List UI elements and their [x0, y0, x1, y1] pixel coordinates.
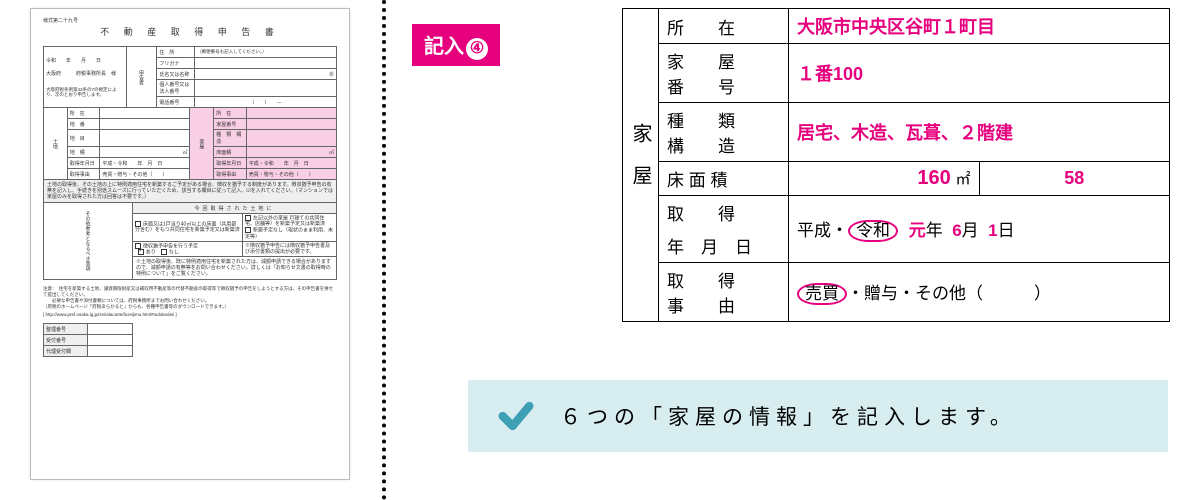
house-vertical-label: 家屋 [623, 9, 659, 322]
row-value-floor-sub: 58 [979, 162, 1170, 196]
instruction-callout: ６つの「家屋の情報」を記入します。 [468, 380, 1168, 452]
row-value-reason: 売買・贈与・その他（ ） [789, 263, 1170, 322]
divider [382, 0, 386, 500]
form-footnote: 注意： 住宅を新築する土地、譲渡期限財産又は補収用不動産等の代替不動産の取得等で… [43, 286, 337, 309]
row-value-number: １番100 [789, 44, 1170, 103]
applicant-block: 令和 年 月 日大阪府 府税事務所長 様大阪府税条例第42条の7の規定により、次… [43, 46, 337, 108]
row-label-reason: 取 得事 由 [659, 263, 789, 322]
row-label-address: 所 在 [659, 9, 789, 44]
step-badge: 記入④ [412, 24, 500, 66]
reason-selected: 売買 [797, 283, 847, 306]
row-value-address: 大阪市中央区谷町１町目 [789, 9, 1170, 44]
row-value-date: 平成・令和 元年 6月 1日 [789, 196, 1170, 263]
row-label-floor: 床 面 積 [659, 162, 789, 196]
badge-prefix: 記入 [424, 36, 464, 58]
form-code: 様式第二十九号 [43, 17, 78, 24]
era-selected: 令和 [848, 220, 898, 243]
stamp-block: 整理番号 受付番号 代理受付欄 [43, 323, 133, 357]
form-title: 不 動 産 取 得 申 告 書 [43, 25, 337, 38]
check-icon [496, 396, 536, 436]
property-block: 土地 所 在 家屋 所 在 地 番家屋番号 地 目種 類 構 造 地 積㎡床面積… [43, 107, 337, 180]
badge-number: ④ [466, 38, 488, 60]
notes-block: 土地の取得後、その土地の上に特例適用住宅を新築するご予定がある場合、徴収を猶予す… [43, 179, 337, 280]
house-table: 家屋 所 在 大阪市中央区谷町１町目 家 屋 番 号 １番100 種 類 構 造… [622, 8, 1170, 322]
row-label-number: 家 屋 番 号 [659, 44, 789, 103]
row-label-date-bot: 年 月 日 [659, 229, 789, 263]
row-label-kind: 種 類 構 造 [659, 103, 789, 162]
row-value-floor: 160 ㎡ [789, 162, 980, 196]
form-thumbnail: 様式第二十九号 不 動 産 取 得 申 告 書 令和 年 月 日大阪府 府税事務… [30, 8, 350, 480]
row-value-kind: 居宅、木造、瓦葺、２階建 [789, 103, 1170, 162]
form-url: [ http://www.pref.osaka.lg.jp/zei/alacar… [43, 312, 337, 317]
row-label-date-top: 取 得 [659, 196, 789, 230]
callout-text: ６つの「家屋の情報」を記入します。 [560, 401, 1017, 431]
